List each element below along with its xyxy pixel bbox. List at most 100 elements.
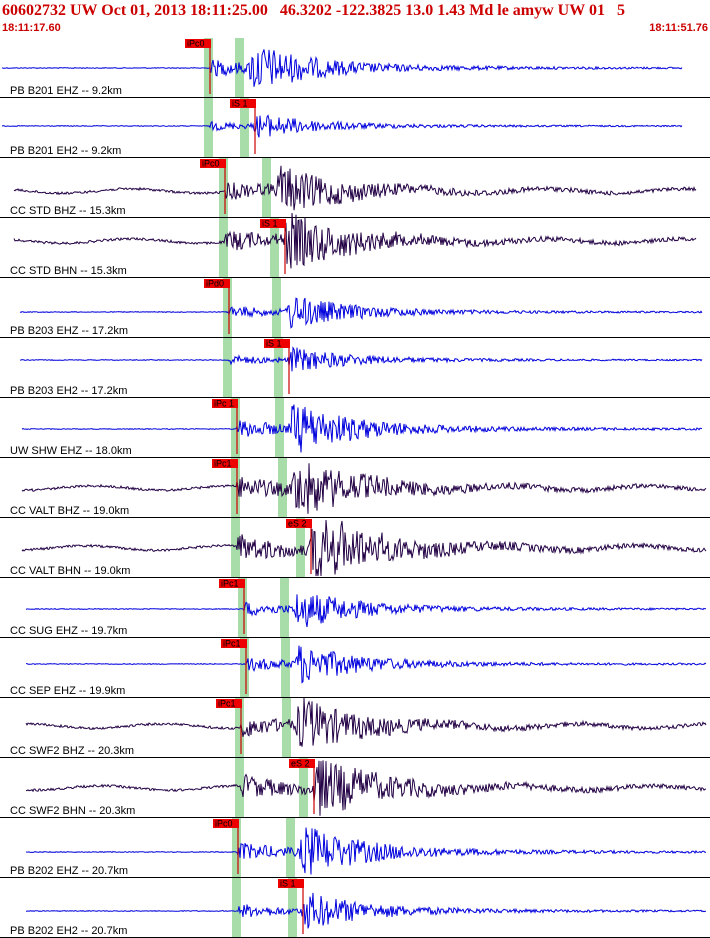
- trace-row: eS 2 CC VALT BHN -- 19.0km: [0, 519, 710, 578]
- waveform: [25, 827, 707, 875]
- waveform: [1, 49, 683, 87]
- end-time: 18:11:51.76: [649, 22, 708, 34]
- waveform: [25, 892, 707, 929]
- pick-label: iPc1: [223, 639, 241, 649]
- pick-flag[interactable]: [264, 339, 290, 348]
- pick-flag[interactable]: [204, 279, 230, 288]
- trace-row: iPc 1 UW SHW EHZ -- 18.0km: [0, 399, 710, 458]
- s-arrival-band: [282, 698, 291, 758]
- station-label: PB B202 EHZ -- 20.7km: [10, 865, 128, 877]
- p-arrival-band: [219, 218, 228, 278]
- pick-label: eS 2: [291, 759, 310, 769]
- p-arrival-band: [204, 98, 213, 158]
- pick-flag[interactable]: [289, 759, 315, 768]
- p-arrival-band: [231, 518, 240, 578]
- waveform: [21, 463, 707, 514]
- trace-row: iPc0 CC STD BHZ -- 15.3km: [0, 159, 710, 218]
- station-label: CC SWF2 BHN -- 20.3km: [10, 805, 135, 817]
- p-arrival-band: [219, 158, 228, 218]
- waveform: [21, 519, 707, 577]
- trace-row: iS 1 PB B202 EH2 -- 20.7km: [0, 879, 710, 938]
- pick-flag[interactable]: [278, 879, 304, 888]
- station-label: PB B203 EH2 -- 17.2km: [10, 385, 127, 397]
- p-arrival-band: [223, 338, 232, 398]
- pick-label: iPc0: [202, 159, 220, 169]
- pick-flag[interactable]: [212, 459, 238, 468]
- trace-row: eS 2 CC SWF2 BHN -- 20.3km: [0, 759, 710, 818]
- station-label: PB B201 EH2 -- 9.2km: [10, 145, 121, 157]
- station-label: UW SHW EHZ -- 18.0km: [10, 445, 132, 457]
- pick-label: iS 1: [262, 219, 278, 229]
- event-title: 60602732 UW Oct 01, 2013 18:11:25.00 46.…: [2, 2, 625, 19]
- p-arrival-band: [232, 818, 241, 878]
- waveform: [26, 645, 707, 684]
- pick-flag[interactable]: [185, 39, 211, 48]
- pick-label: iPc1: [214, 459, 232, 469]
- s-arrival-band: [270, 218, 279, 278]
- p-arrival-band: [223, 278, 232, 338]
- waveform: [25, 697, 707, 747]
- s-arrival-band: [272, 278, 281, 338]
- s-arrival-band: [281, 638, 290, 698]
- p-arrival-band: [231, 398, 240, 458]
- s-arrival-band: [274, 338, 283, 398]
- station-label: CC STD BHZ -- 15.3km: [10, 205, 126, 217]
- trace-row: iPc0 PB B201 EHZ -- 9.2km: [0, 39, 710, 98]
- s-arrival-band: [280, 578, 289, 638]
- waveform: [25, 760, 707, 816]
- p-arrival-band: [240, 638, 249, 698]
- waveform: [21, 404, 703, 453]
- pick-label: iPd0: [206, 279, 224, 289]
- pick-label: iPc0: [187, 39, 205, 49]
- trace-row: iPc1 CC VALT BHZ -- 19.0km: [0, 459, 710, 518]
- seismogram-panel: iPc0 PB B201 EHZ -- 9.2km iS 1 PB B201 EH2 …: [0, 38, 710, 938]
- waveform: [13, 212, 697, 269]
- pick-label: iS 1: [266, 339, 282, 349]
- pick-flag[interactable]: [260, 219, 286, 228]
- station-label: CC VALT BHZ -- 19.0km: [10, 505, 129, 517]
- trace-row: iS 1 PB B203 EH2 -- 17.2km: [0, 339, 710, 398]
- trace-row: iPc0 PB B202 EHZ -- 20.7km: [0, 819, 710, 878]
- waveform: [25, 594, 707, 628]
- p-arrival-band: [235, 758, 244, 818]
- station-label: PB B202 EH2 -- 20.7km: [10, 925, 127, 937]
- pick-label: iS 1: [280, 879, 296, 889]
- station-label: CC SEP EHZ -- 19.9km: [10, 685, 125, 697]
- trace-row: iPd0 PB B203 EHZ -- 17.2km: [0, 279, 710, 338]
- trace-row: iS 1 CC STD BHN -- 15.3km: [0, 212, 710, 278]
- station-label: CC SWF2 BHZ -- 20.3km: [10, 745, 134, 757]
- pick-flag[interactable]: [286, 519, 312, 528]
- waveform: [19, 297, 703, 329]
- station-label: PB B203 EHZ -- 17.2km: [10, 325, 128, 337]
- pick-label: iPc1: [218, 699, 236, 709]
- trace-row: iPc1 CC SUG EHZ -- 19.7km: [0, 579, 710, 638]
- pick-flag[interactable]: [216, 699, 242, 708]
- pick-flag[interactable]: [200, 159, 226, 168]
- header: 60602732 UW Oct 01, 2013 18:11:25.00 46.…: [0, 0, 710, 38]
- pick-label: iPc 1: [214, 399, 234, 409]
- pick-label: iPc0: [215, 819, 233, 829]
- arrival-bands: [204, 38, 308, 938]
- waveform: [13, 165, 697, 211]
- pick-flag[interactable]: [221, 639, 247, 648]
- trace-row: iS 1 PB B201 EH2 -- 9.2km: [0, 99, 710, 158]
- pick-label: eS 2: [288, 519, 307, 529]
- p-arrival-band: [232, 878, 241, 938]
- start-time: 18:11:17.60: [2, 22, 61, 34]
- waveform: [1, 114, 683, 138]
- pick-flag[interactable]: [212, 399, 238, 408]
- station-label: PB B201 EHZ -- 9.2km: [10, 85, 122, 97]
- pick-label: iPc1: [221, 579, 239, 589]
- waveform: [19, 346, 703, 372]
- pick-label: iS 1: [232, 99, 248, 109]
- pick-flag[interactable]: [219, 579, 245, 588]
- pick-flag[interactable]: [213, 819, 239, 828]
- s-arrival-band: [288, 878, 297, 938]
- p-arrival-band: [238, 578, 247, 638]
- pick-flag[interactable]: [230, 99, 256, 108]
- p-arrival-band: [231, 458, 240, 518]
- trace-row: iPc1 CC SWF2 BHZ -- 20.3km: [0, 697, 710, 758]
- trace-rows: iPc0 PB B201 EHZ -- 9.2km iS 1 PB B201 EH2 …: [0, 39, 710, 938]
- station-label: CC VALT BHN -- 19.0km: [10, 565, 130, 577]
- station-label: CC SUG EHZ -- 19.7km: [10, 625, 127, 637]
